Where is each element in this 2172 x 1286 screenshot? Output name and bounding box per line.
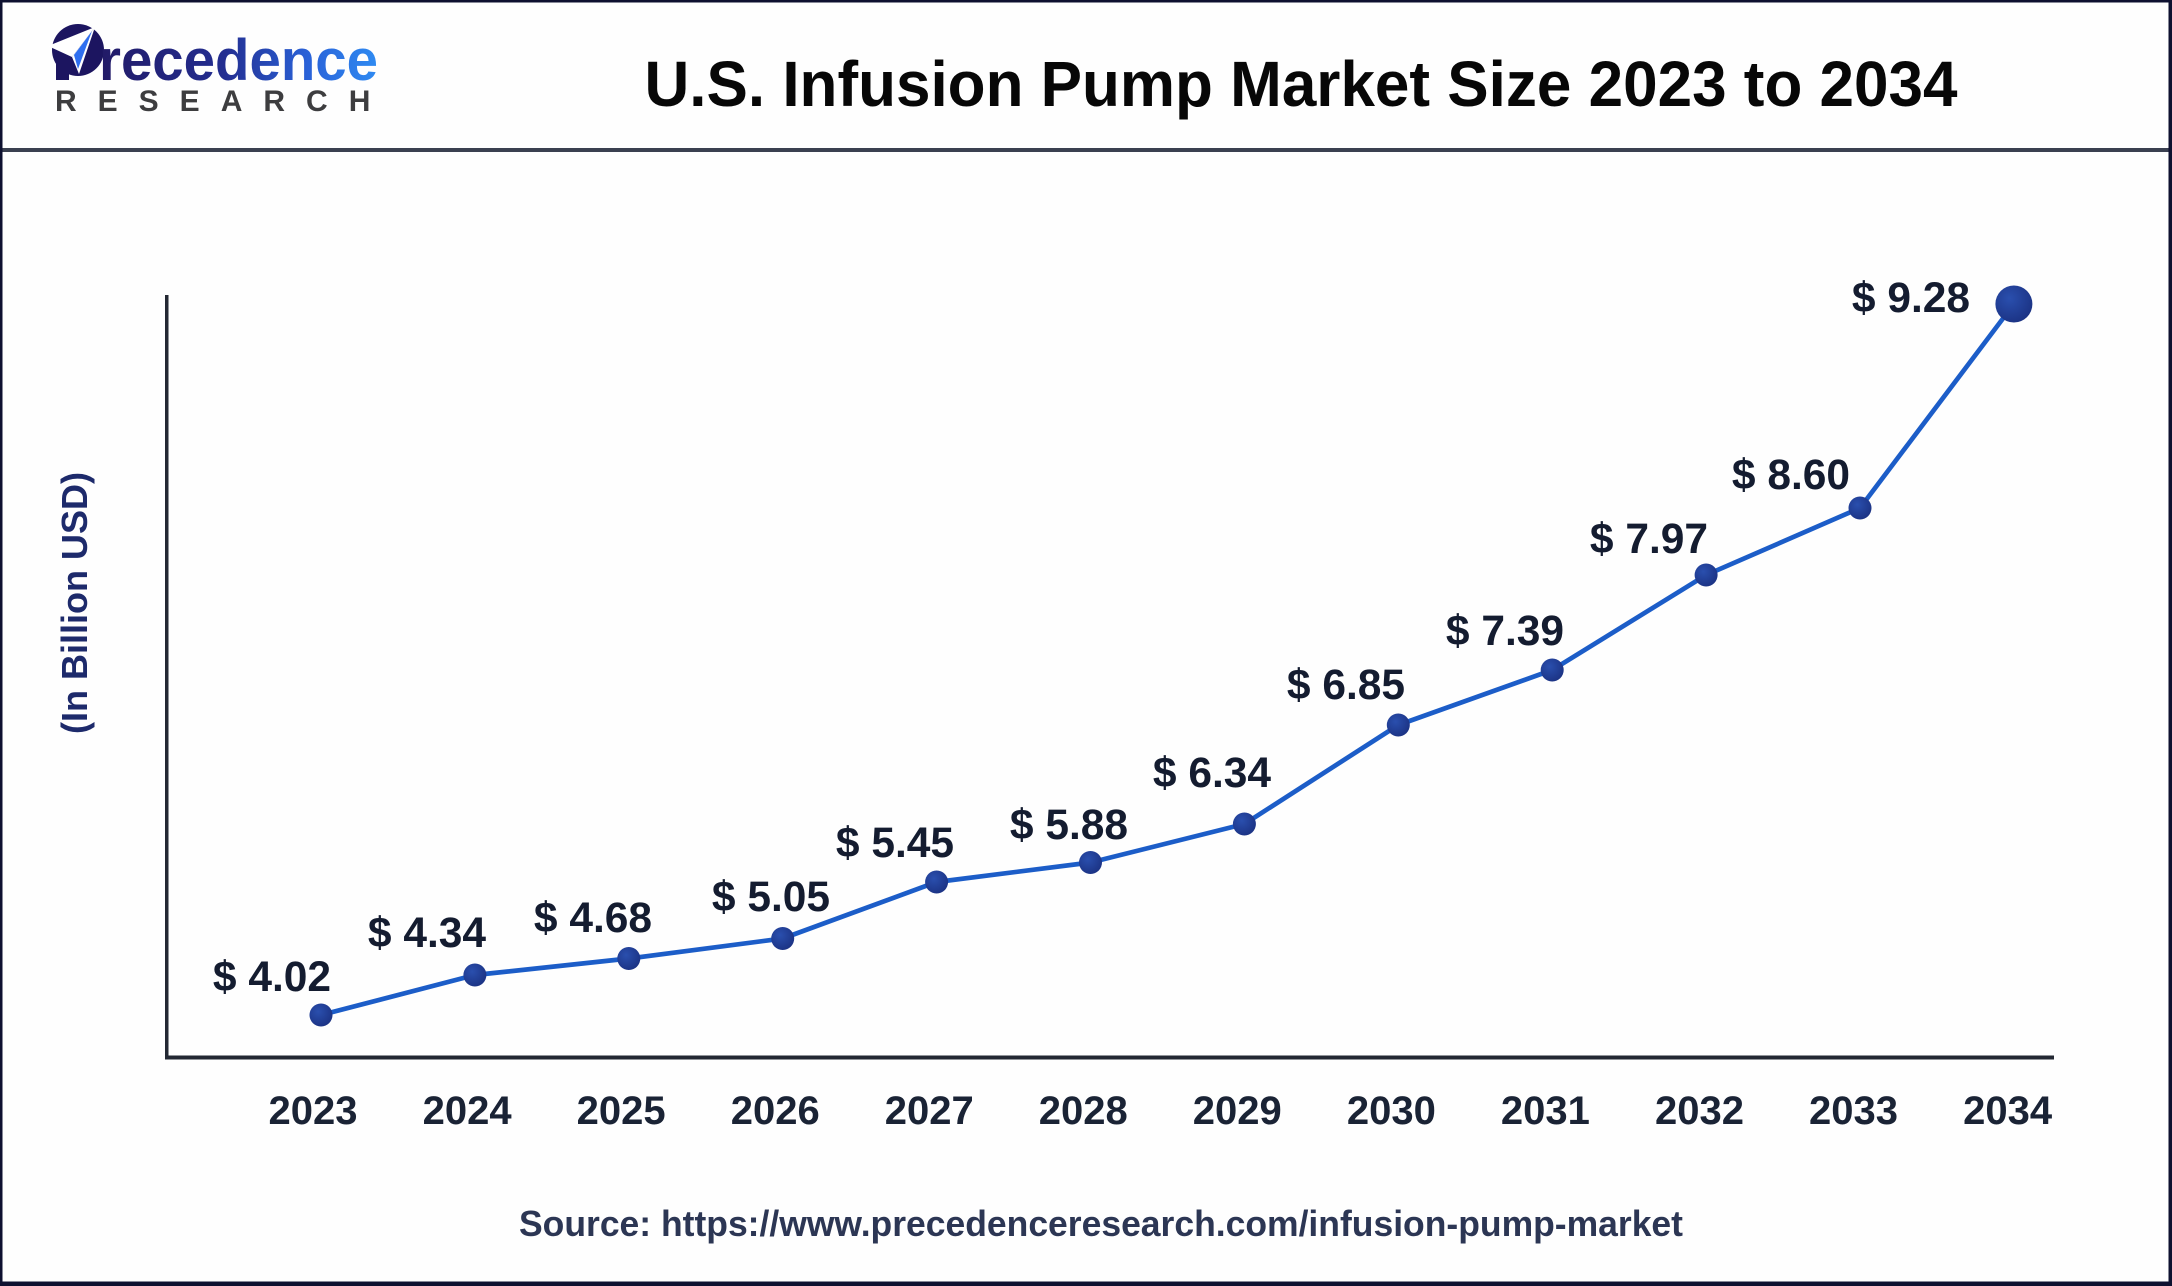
- svg-text:Source: https://www.precedence: Source: https://www.precedenceresearch.c…: [519, 1203, 1683, 1244]
- svg-text:U.S. Infusion Pump Market Size: U.S. Infusion Pump Market Size 2023 to 2…: [645, 48, 1958, 120]
- svg-text:2025: 2025: [577, 1089, 666, 1133]
- svg-text:RESEARCH: RESEARCH: [55, 85, 391, 118]
- svg-text:recedence: recedence: [99, 28, 378, 93]
- svg-text:2023: 2023: [269, 1089, 358, 1133]
- svg-text:$ 5.88: $ 5.88: [1010, 802, 1128, 849]
- svg-text:$ 6.34: $ 6.34: [1153, 750, 1272, 797]
- svg-text:(In Billion USD): (In Billion USD): [54, 472, 95, 734]
- svg-text:2027: 2027: [885, 1089, 974, 1133]
- svg-text:$ 4.68: $ 4.68: [534, 895, 652, 942]
- svg-text:$ 4.34: $ 4.34: [368, 910, 487, 957]
- svg-text:2034: 2034: [1963, 1089, 2053, 1133]
- svg-text:$ 5.45: $ 5.45: [836, 820, 954, 867]
- svg-text:2031: 2031: [1501, 1089, 1590, 1133]
- svg-text:$ 7.97: $ 7.97: [1590, 516, 1708, 563]
- svg-text:2026: 2026: [731, 1089, 820, 1133]
- svg-text:$ 9.28: $ 9.28: [1852, 275, 1970, 322]
- svg-text:2029: 2029: [1193, 1089, 1282, 1133]
- svg-text:$ 7.39: $ 7.39: [1446, 608, 1564, 655]
- svg-text:2032: 2032: [1655, 1089, 1744, 1133]
- svg-text:2024: 2024: [423, 1089, 513, 1133]
- svg-text:2033: 2033: [1809, 1089, 1898, 1133]
- svg-text:$ 5.05: $ 5.05: [712, 874, 830, 921]
- svg-text:$ 4.02: $ 4.02: [213, 954, 331, 1001]
- svg-text:$ 6.85: $ 6.85: [1287, 662, 1405, 709]
- svg-text:$ 8.60: $ 8.60: [1732, 452, 1850, 499]
- svg-text:2028: 2028: [1039, 1089, 1128, 1133]
- svg-text:2030: 2030: [1347, 1089, 1436, 1133]
